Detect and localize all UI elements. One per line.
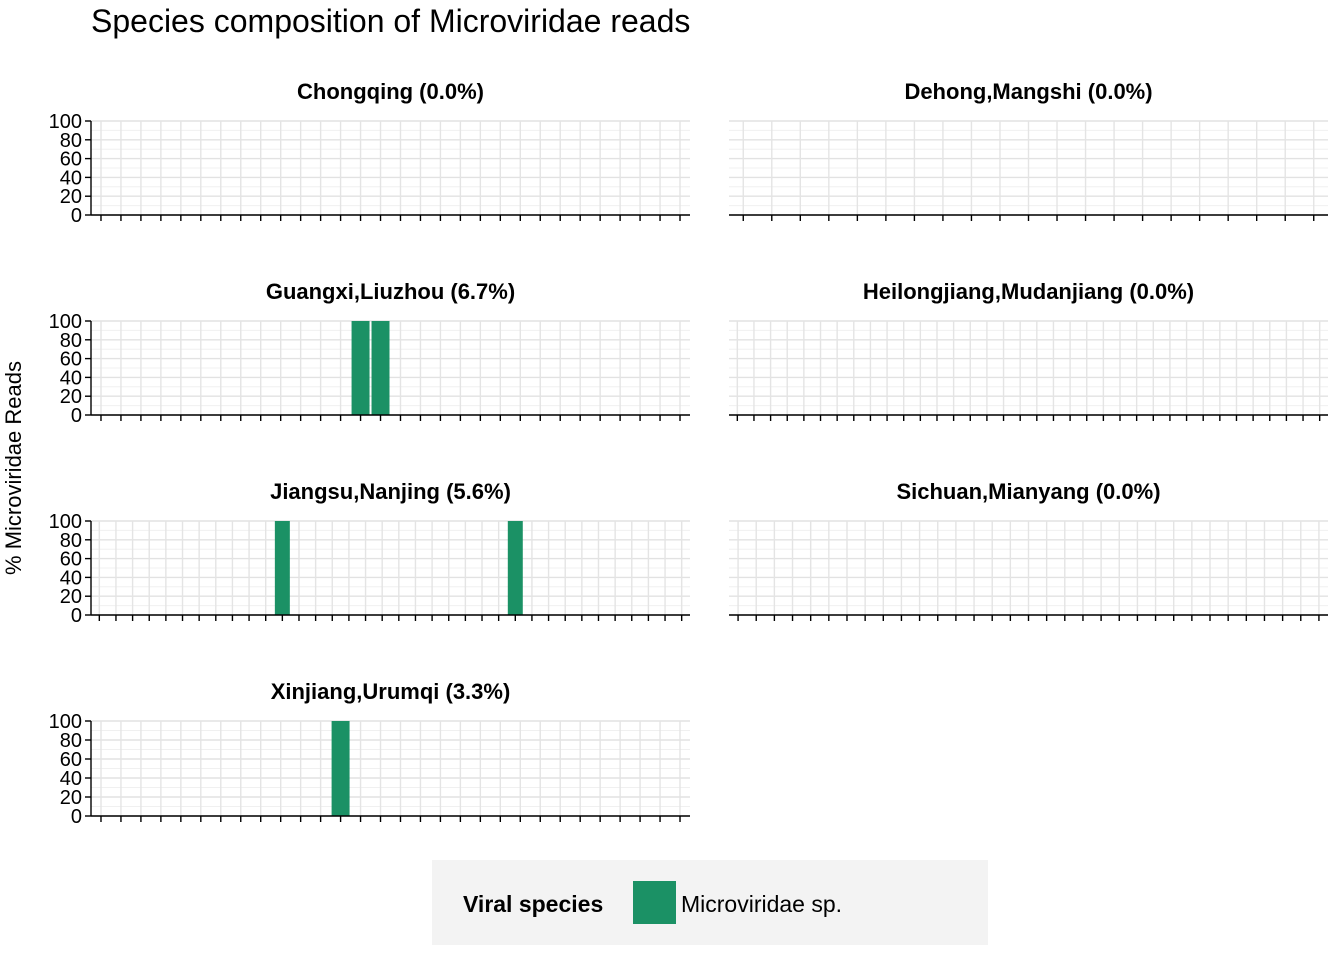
y-tick-label: 20 [60,787,82,809]
facet-panel: Heilongjiang,Mudanjiang (0.0%) [729,279,1328,421]
y-tick-label: 60 [60,149,82,171]
facet-title: Xinjiang,Urumqi (3.3%) [271,679,511,704]
bar [351,321,370,415]
y-tick-label: 100 [49,711,82,733]
bar [274,521,290,615]
facet-title: Heilongjiang,Mudanjiang (0.0%) [863,279,1194,304]
y-tick-label: 20 [60,186,82,208]
legend-background [432,860,988,945]
facet-panel: Dehong,Mangshi (0.0%) [729,79,1328,221]
y-tick-label: 60 [60,549,82,571]
bar [331,721,350,816]
y-tick-label: 20 [60,586,82,608]
y-tick-label: 0 [71,806,82,828]
facet-title: Jiangsu,Nanjing (5.6%) [270,479,511,504]
y-axis-label: % Microviridae Reads [1,361,26,575]
y-tick-label: 40 [60,768,82,790]
y-tick-label: 0 [71,205,82,227]
y-tick-label: 0 [71,605,82,627]
y-tick-label: 60 [60,349,82,371]
y-tick-label: 80 [60,530,82,552]
facet-title: Guangxi,Liuzhou (6.7%) [266,279,515,304]
y-tick-label: 80 [60,330,82,352]
y-tick-label: 20 [60,386,82,408]
y-tick-label: 100 [49,111,82,133]
y-tick-label: 0 [71,405,82,427]
y-tick-label: 100 [49,511,82,533]
facet-panel: Sichuan,Mianyang (0.0%) [729,479,1328,621]
bar [371,321,390,415]
y-tick-label: 100 [49,311,82,333]
legend-title: Viral species [463,891,603,917]
facet-title: Dehong,Mangshi (0.0%) [904,79,1152,104]
y-tick-label: 80 [60,730,82,752]
chart-title: Species composition of Microviridae read… [91,3,690,39]
facet-title: Chongqing (0.0%) [297,79,484,104]
legend-swatch-microviridae [633,881,676,924]
facet-title: Sichuan,Mianyang (0.0%) [896,479,1160,504]
bar [507,521,523,615]
y-tick-label: 40 [60,367,82,389]
y-tick-label: 80 [60,130,82,152]
y-tick-label: 40 [60,167,82,189]
legend-label-microviridae: Microviridae sp. [681,891,842,917]
y-tick-label: 40 [60,567,82,589]
facet-panels: Chongqing (0.0%)020406080100Dehong,Mangs… [49,79,1328,828]
legend: Viral species Microviridae sp. [432,860,988,945]
y-tick-label: 60 [60,749,82,771]
